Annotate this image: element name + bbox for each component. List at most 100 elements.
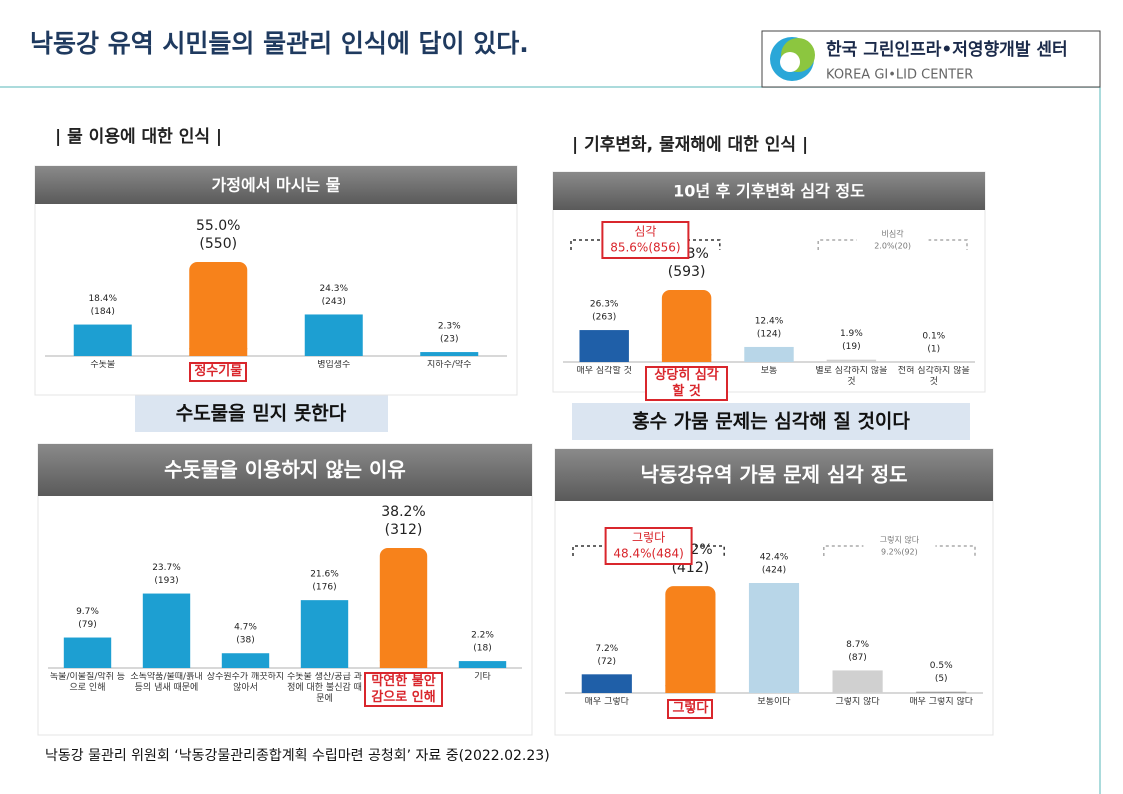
chart-header: [553, 172, 985, 210]
category-label: 보통이다: [757, 697, 791, 707]
count-label: (23): [440, 335, 458, 345]
bar: [458, 661, 507, 668]
category-label-box: 지하수/약수: [392, 360, 508, 371]
category-label-wrap: 병입생수: [276, 360, 392, 371]
caption: 홍수 가뭄 문제는 심각해 질 것이다: [632, 410, 910, 433]
category-label-wrap: 매우 그렇지 않다: [899, 697, 983, 708]
category-label-wrap: 막연한 불안감으로 인해: [364, 672, 443, 708]
bar: [63, 637, 112, 668]
category-label-box: 보통: [728, 366, 810, 377]
section-title: | 기후변화, 물재해에 대한 인식 |: [572, 134, 808, 155]
category-label: 전혀 심각하지 않을 것: [897, 366, 970, 387]
count-label: (79): [78, 620, 96, 630]
category-label-wrap: 보통: [728, 366, 810, 377]
value-label: 2.2%: [471, 631, 494, 641]
value-label: 21.6%: [310, 570, 339, 580]
value-label: 42.4%: [760, 553, 789, 563]
category-label: 녹물/이물질/악취 등으로 인해: [49, 672, 126, 693]
value-label: 23.7%: [152, 563, 181, 573]
category-label-wrap: 지하수/약수: [392, 360, 508, 371]
logo-name: 한국 그린인프라•저영향개발 센터: [826, 39, 1068, 60]
chart-title: 낙동강유역 가뭄 문제 심각 정도: [640, 463, 907, 487]
group-box: [604, 527, 693, 565]
category-label-wrap: 수돗물 생산/공급 과정에 대한 불신감 때문에: [285, 672, 364, 704]
caption-box: [572, 403, 970, 440]
bar-base: [661, 354, 712, 362]
category-label-box: 상수원수가 깨끗하지 않아서: [206, 672, 285, 693]
category-label: 그렇다: [667, 699, 714, 719]
value-label: 0.1%: [922, 331, 945, 341]
logo-icon: [770, 37, 815, 81]
category-label-wrap: 소독약품/물때/흙내 등의 냄새 때문에: [127, 672, 206, 694]
category-label: 병입생수: [317, 360, 351, 370]
group-label: 그렇다: [632, 530, 665, 545]
category-label: 상수원수가 깨끗하지 않아서: [206, 672, 285, 693]
group-box: [856, 224, 929, 256]
category-label: 소독약품/물때/흙내 등의 냄새 때문에: [130, 672, 203, 693]
group-value-label: 85.6%(856): [610, 241, 680, 255]
count-label: (38): [236, 636, 254, 646]
category-label: 막연한 불안감으로 인해: [364, 672, 443, 708]
category-label: 기타: [474, 672, 491, 682]
category-label-box: 매우 심각할 것: [576, 366, 631, 376]
count-label: (550): [199, 236, 237, 252]
category-label: 매우 그렇지 않다: [909, 697, 974, 707]
category-label: 지하수/약수: [427, 360, 472, 370]
value-label: 9.7%: [76, 607, 99, 617]
category-label: 수돗물: [90, 360, 116, 370]
category-label-box: 수돗물: [45, 360, 161, 371]
group-label: 비심각: [882, 229, 905, 239]
category-label: 보통: [760, 366, 778, 376]
value-label: 38.2%: [381, 504, 425, 520]
bar-base: [379, 660, 428, 668]
group-value-label: 48.4%(484): [613, 547, 683, 561]
category-label-box: 소독약품/물때/흙내 등의 냄새 때문에: [127, 672, 206, 694]
chart-body: [34, 165, 518, 396]
value-label: 55.0%: [196, 218, 240, 234]
category-label-wrap: 기타: [443, 672, 522, 683]
category-label-wrap: 수돗물: [45, 360, 161, 371]
count-label: (243): [322, 297, 346, 307]
category-label: 별로 심각하지 않을 것: [815, 366, 888, 387]
category-label-wrap: 녹물/이물질/악취 등으로 인해: [48, 672, 127, 694]
category-label-box: 녹물/이물질/악취 등으로 인해: [48, 672, 127, 694]
category-label-box: 수돗물 생산/공급 과정에 대한 불신감 때문에: [285, 672, 364, 704]
count-label: (193): [154, 576, 178, 586]
category-label: 상당히 심각할 것: [645, 366, 728, 402]
count-label: (176): [312, 583, 336, 593]
page-title: 낙동강 유역 시민들의 물관리 인식에 답이 있다.: [30, 29, 529, 58]
category-label-wrap: 그렇지 않다: [816, 697, 900, 708]
section-title: | 물 이용에 대한 인식 |: [55, 127, 222, 147]
chart-header: [555, 449, 993, 501]
caption: 수도물을 믿지 못한다: [176, 403, 347, 425]
category-label-box: 정수기물: [161, 360, 277, 382]
group-value-label: 2.0%(20): [874, 242, 911, 251]
chart-title: 수돗물을 이용하지 않는 이유: [164, 458, 406, 482]
bar: [826, 359, 877, 362]
bar: [420, 352, 479, 356]
count-label: (1): [927, 344, 940, 354]
bar: [189, 262, 248, 356]
category-label: 수돗물 생산/공급 과정에 대한 불신감 때문에: [287, 672, 362, 704]
value-label: 8.7%: [846, 640, 869, 650]
count-label: (72): [598, 657, 616, 667]
bar: [748, 583, 800, 693]
category-label-box: 기타: [443, 672, 522, 683]
bar: [832, 670, 883, 693]
category-label-box: 별로 심각하지 않을 것: [815, 366, 888, 387]
count-label: (19): [842, 342, 860, 352]
value-label: 7.2%: [595, 644, 618, 654]
bar: [304, 314, 363, 356]
bar: [744, 346, 794, 362]
category-label-box: 막연한 불안감으로 인해: [364, 672, 443, 708]
bar-base: [665, 685, 716, 693]
group-box: [863, 530, 936, 562]
category-label-box: 그렇지 않다: [816, 697, 900, 708]
category-label-wrap: 상당히 심각할 것: [645, 366, 728, 402]
chart-title: 가정에서 마시는 물: [212, 176, 341, 195]
category-label-wrap: 전혀 심각하지 않을 것: [893, 366, 975, 388]
caption-box: [135, 395, 388, 432]
value-label: 12.4%: [755, 316, 784, 326]
category-label-wrap: 정수기물: [161, 360, 277, 382]
